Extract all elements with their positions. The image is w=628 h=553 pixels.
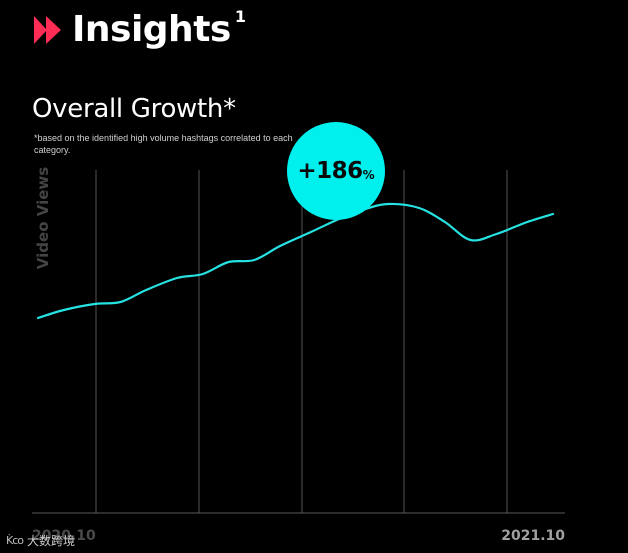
series-line-video-views	[36, 202, 555, 320]
watermark-text: 大数跨境	[27, 534, 76, 548]
chart-footnote: *based on the identified high volume has…	[34, 133, 293, 155]
x-tick-label-end: 2021.10	[501, 528, 565, 544]
page-title: Insights	[72, 9, 231, 50]
growth-badge-unit: %	[362, 168, 375, 182]
growth-badge-value: +186	[297, 158, 363, 184]
growth-badge: +186 %	[287, 122, 385, 220]
x-tick-label-start: 2020.10	[32, 528, 96, 544]
watermark-logo: K̀co	[6, 534, 24, 547]
watermark: K̀co 大数跨境	[6, 532, 75, 549]
chart-title: Overall Growth*	[32, 94, 236, 124]
y-axis-label: Video Views	[34, 167, 52, 269]
brand-logo-icon	[34, 16, 61, 44]
footnote-marker: 1	[234, 6, 246, 26]
header: Insights 1	[34, 7, 246, 50]
